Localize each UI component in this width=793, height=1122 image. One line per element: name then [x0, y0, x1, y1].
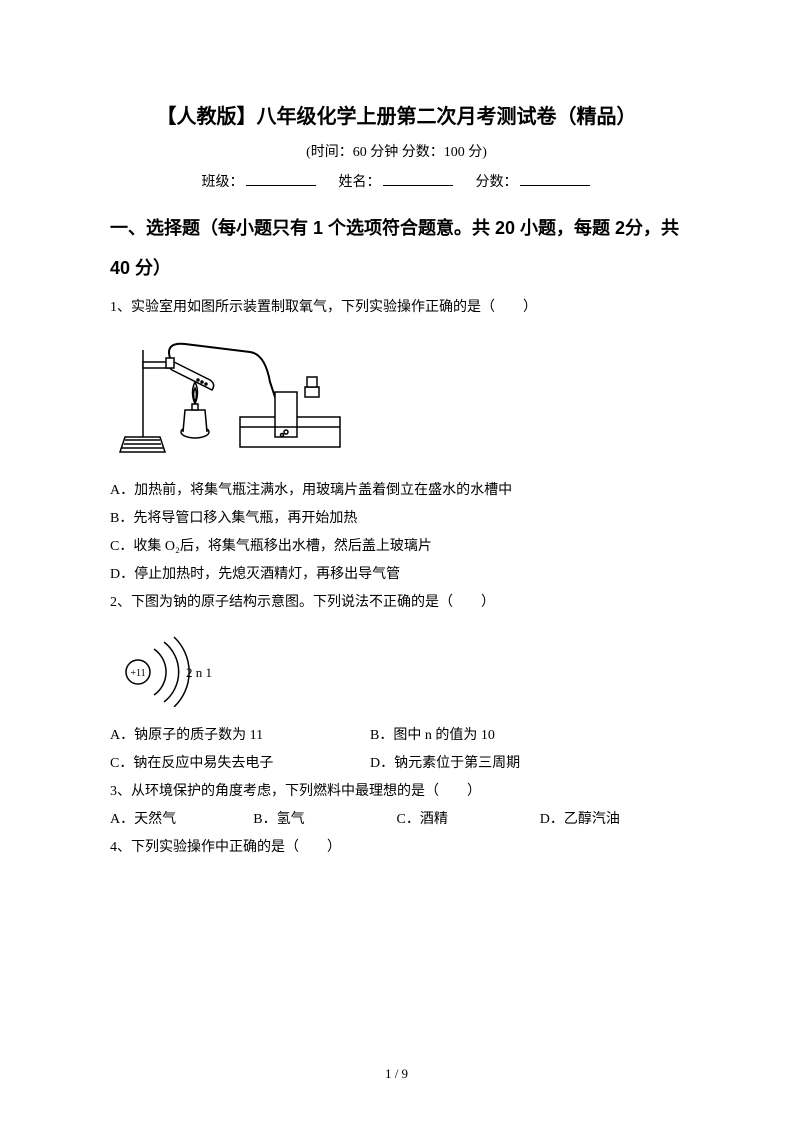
score-label: 分数： [476, 175, 518, 190]
subtitle: (时间：60 分钟 分数：100 分) [110, 141, 683, 161]
q1-option-b: B．先将导管口移入集气瓶，再开始加热 [110, 505, 683, 533]
page-title: 【人教版】八年级化学上册第二次月考测试卷（精品） [110, 100, 683, 129]
name-label: 姓名： [339, 175, 381, 190]
q3-option-d: D．乙醇汽油 [540, 806, 683, 834]
q2-options-row2: C．钠在反应中易失去电子 D．钠元素位于第三周期 [110, 750, 683, 778]
q2-option-d: D．钠元素位于第三周期 [370, 750, 520, 778]
q1-option-a: A．加热前，将集气瓶注满水，用玻璃片盖着倒立在盛水的水槽中 [110, 477, 683, 505]
q3-option-c: C．酒精 [397, 806, 540, 834]
q2-option-b: B．图中 n 的值为 10 [370, 722, 495, 750]
q3-option-b: B．氢气 [253, 806, 396, 834]
q2-option-a: A．钠原子的质子数为 11 [110, 722, 370, 750]
class-label: 班级： [202, 175, 244, 190]
q3-stem: 3、从环境保护的角度考虑，下列燃料中最理想的是（ ） [110, 778, 683, 806]
q1-figure [110, 332, 683, 467]
score-blank [520, 172, 590, 186]
q3-options: A．天然气 B．氢气 C．酒精 D．乙醇汽油 [110, 806, 683, 834]
q2-options-row1: A．钠原子的质子数为 11 B．图中 n 的值为 10 [110, 722, 683, 750]
q1-option-c: C．收集 O₂后，将集气瓶移出水槽，然后盖上玻璃片 [110, 533, 683, 561]
info-row: 班级： 姓名： 分数： [110, 171, 683, 191]
q2-option-c: C．钠在反应中易失去电子 [110, 750, 370, 778]
q4-stem: 4、下列实验操作中正确的是（ ） [110, 834, 683, 862]
name-blank [383, 172, 453, 186]
page-number: 1 / 9 [0, 1066, 793, 1082]
q1-option-d: D．停止加热时，先熄灭酒精灯，再移出导气管 [110, 561, 683, 589]
q2-stem: 2、下图为钠的原子结构示意图。下列说法不正确的是（ ） [110, 589, 683, 617]
atom-shells: 2 n 1 [186, 665, 212, 680]
class-blank [246, 172, 316, 186]
atom-center: +11 [130, 668, 145, 679]
q2-figure: +11 2 n 1 [110, 627, 683, 712]
q1-stem: 1、实验室用如图所示装置制取氧气，下列实验操作正确的是（ ） [110, 294, 683, 322]
section-header: 一、选择题（每小题只有 1 个选项符合题意。共 20 小题，每题 2分，共 40… [110, 209, 683, 288]
q3-option-a: A．天然气 [110, 806, 253, 834]
